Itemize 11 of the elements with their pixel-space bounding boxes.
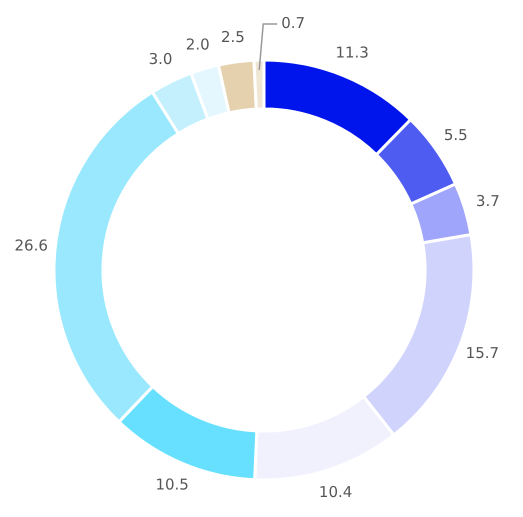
data-label: 10.4 xyxy=(318,482,352,501)
data-label: 11.3 xyxy=(335,43,369,62)
data-label: 10.5 xyxy=(155,475,189,494)
data-label: 0.7 xyxy=(281,14,306,32)
data-label: 2.0 xyxy=(186,36,210,54)
data-label: 3.0 xyxy=(148,50,172,68)
data-label: 26.6 xyxy=(14,236,48,255)
data-label: 3.7 xyxy=(476,192,500,210)
data-label: 2.5 xyxy=(220,28,245,46)
data-label: 5.5 xyxy=(444,126,468,144)
data-label: 15.7 xyxy=(466,344,500,362)
